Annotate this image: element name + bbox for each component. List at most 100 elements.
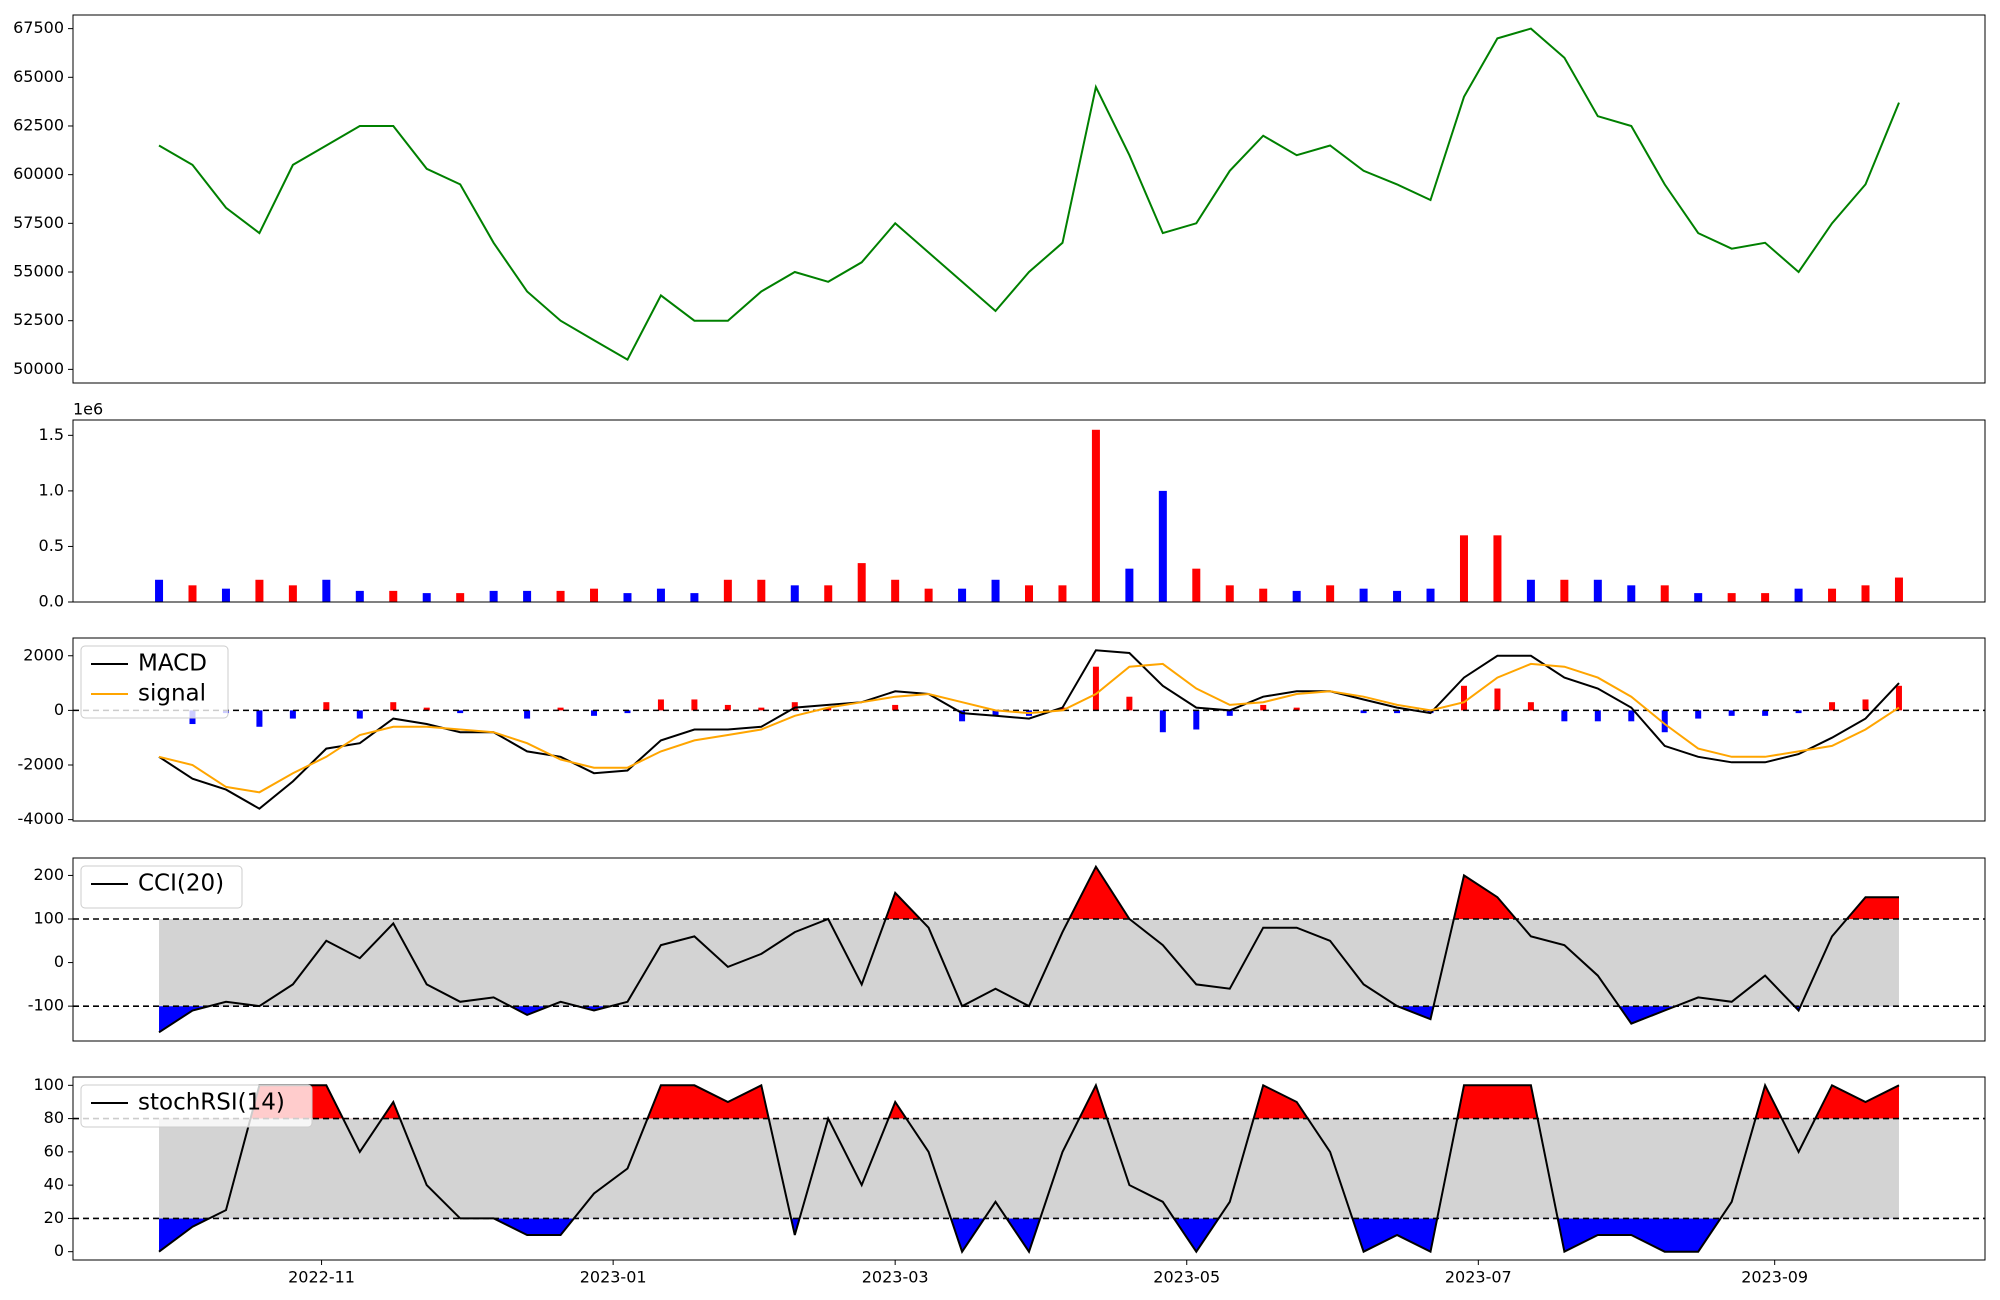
y-tick-label: -4000 [18,809,65,828]
volume-bar [656,588,665,602]
histogram-bar [356,710,363,719]
y-tick-label: 20 [44,1208,64,1227]
volume-bar [1861,585,1870,602]
axes-frame [72,1076,1986,1261]
y-tick-label: 0 [54,700,64,719]
price-line [158,27,1900,361]
histogram-bar [323,702,330,711]
plot-area [73,649,1985,810]
overbought-fill [159,1085,1899,1119]
histogram-bar [624,710,631,714]
volume-bar [790,585,799,602]
volume-bar [1192,568,1201,602]
histogram-bar [1862,699,1869,711]
axes-frame [72,14,1986,384]
y-tick-label: 67500 [13,18,64,37]
volume-bar [1091,429,1100,602]
y-tick-label: 100 [33,909,64,928]
y-tick-label: 0 [54,952,64,971]
y-tick-label: 2000 [23,645,64,664]
histogram-bar [423,707,430,711]
volume-bar [1694,593,1703,602]
histogram-bar [1494,688,1501,711]
axes-frame [72,637,1986,822]
y-tick-label: 1.0 [39,480,64,499]
volume-bar [757,579,766,602]
histogram-bar [691,699,698,711]
y-tick-label: 52500 [13,310,64,329]
y-tick-label: 200 [33,865,64,884]
volume-bar [1593,579,1602,602]
plot-area [73,864,1985,1034]
histogram-bar [591,710,598,716]
volume-bar [1292,590,1301,602]
legend-label: CCI(20) [138,871,224,897]
volume-bar [924,588,933,602]
volume-bar [723,579,732,602]
y-tick-label: -100 [28,996,64,1015]
volume-bar [1326,585,1335,602]
volume-bar [623,593,632,602]
histogram-bar [657,699,664,711]
x-tick-label: 2023-05 [1153,1268,1220,1287]
histogram-bar [256,710,263,727]
histogram-bar [557,707,564,711]
y-tick-label: 50000 [13,359,64,378]
histogram-bar [1059,707,1066,711]
volume-bar [991,579,1000,602]
oversold-fill [159,1006,1801,1033]
volume-bar [1526,579,1535,602]
x-tick-label: 2023-01 [580,1268,647,1287]
histogram-bar [1594,710,1601,722]
x-tick-label: 2023-03 [862,1268,929,1287]
volume-bar [1493,535,1502,602]
x-tick-label: 2023-09 [1741,1268,1808,1287]
legend-label: signal [138,681,206,707]
histogram-bar [758,707,765,711]
histogram-bar [1661,710,1668,733]
histogram-bar [1895,685,1902,711]
volume-bar [489,590,498,602]
volume-bar [1727,593,1736,602]
legend-label: MACD [138,651,207,677]
volume-bar [824,585,833,602]
volume-bar [1125,568,1134,602]
y-tick-label: 0.0 [39,592,64,611]
indicator-line [158,864,1899,1034]
histogram-bar [1126,696,1133,711]
plot-area [155,429,1903,602]
histogram-bar [724,704,731,711]
histogram-bar [1394,710,1401,714]
histogram-bar [992,710,999,716]
volume-bar [322,579,331,602]
x-tick-label: 2023-07 [1445,1268,1512,1287]
volume-bar [1794,588,1803,602]
volume-bar [556,590,565,602]
volume-bar [857,563,866,602]
volume-bar [1761,593,1770,602]
neutral-band [159,1118,1899,1219]
histogram-bar [1293,707,1300,711]
volume-bar [1828,588,1837,602]
volume-bar [1426,588,1435,602]
volume-bar [389,590,398,602]
histogram-bar [457,710,464,714]
histogram-bar [1159,710,1166,733]
histogram-bar [1628,710,1635,722]
volume-bar [221,588,230,602]
histogram-bar [1527,702,1534,711]
volume-bar [1158,490,1167,602]
y-tick-label: 62500 [13,115,64,134]
y-tick-label: 57500 [13,213,64,232]
neutral-band [159,919,1899,1007]
histogram-bar [1260,704,1267,711]
oversold-fill [159,1218,1899,1252]
histogram-bar [1460,685,1467,711]
volume-bar [1894,577,1903,602]
offset-label: 1e6 [73,400,103,419]
histogram-bar [1728,710,1735,716]
histogram-bar [1762,710,1769,716]
histogram-bar [892,704,899,711]
plot-area [73,1082,1985,1254]
axes-frame [72,419,1986,603]
